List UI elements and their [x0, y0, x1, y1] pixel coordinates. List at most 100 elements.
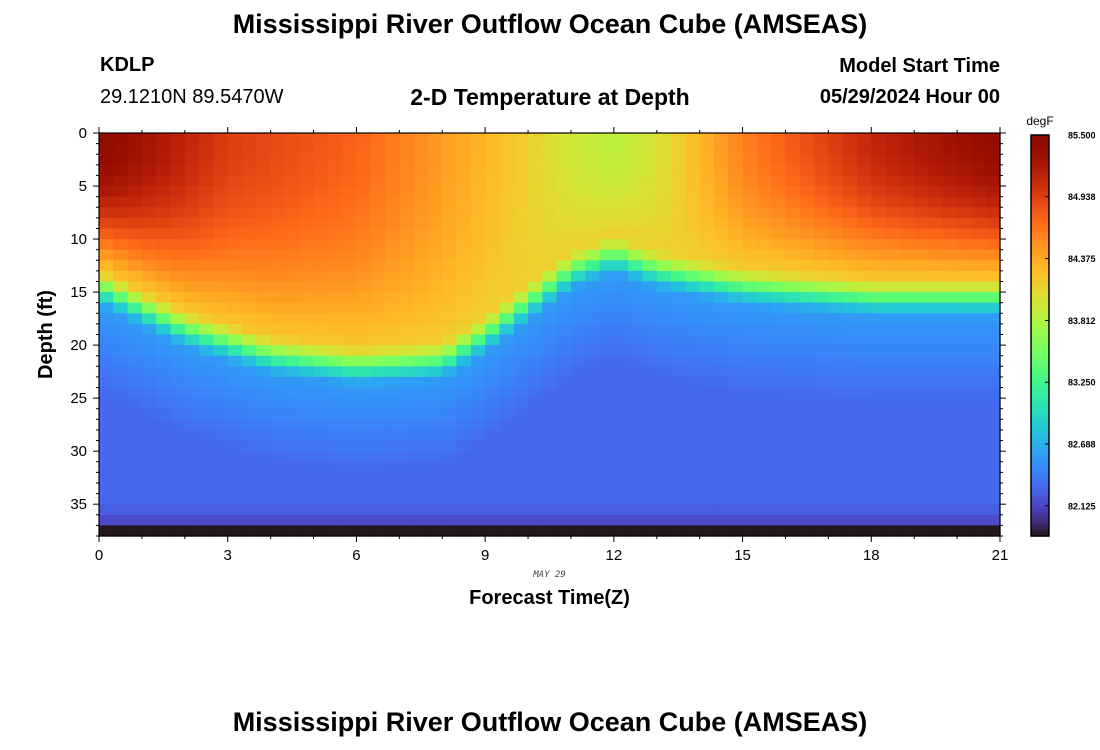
heatmap-cell [370, 270, 386, 283]
heatmap-cell [127, 514, 143, 526]
heatmap-cell [327, 376, 343, 389]
colorbar-segment [1031, 372, 1049, 377]
heatmap-cell [213, 387, 229, 399]
y-tick-label: 20 [70, 337, 87, 354]
heatmap-cell [942, 472, 958, 484]
heatmap-cell [756, 175, 772, 187]
colorbar-segment [1031, 522, 1049, 527]
heatmap-cell [785, 313, 801, 325]
heatmap-cell [327, 504, 343, 516]
heatmap-cell [284, 154, 300, 166]
heatmap-cell [99, 175, 114, 187]
heatmap-cell [242, 270, 257, 283]
heatmap-cell [856, 472, 872, 484]
heatmap-cell [342, 217, 358, 230]
heatmap-cell [742, 260, 758, 272]
heatmap-cell [613, 281, 629, 293]
heatmap-cell [628, 482, 644, 495]
heatmap-cell [771, 376, 787, 389]
heatmap-cell [528, 398, 543, 410]
heatmap-cell [413, 504, 429, 516]
heatmap-cell [356, 419, 372, 431]
heatmap-cell [342, 154, 358, 166]
heatmap-cell [799, 228, 815, 240]
heatmap-cell [885, 419, 901, 431]
heatmap-cell [871, 270, 887, 283]
colorbar-segment [1031, 238, 1049, 243]
heatmap-cell [156, 292, 172, 304]
heatmap-cell [442, 355, 458, 367]
heatmap-cell [885, 493, 901, 505]
heatmap-cell [113, 217, 129, 230]
heatmap-cell [899, 143, 915, 155]
heatmap-cell [556, 366, 572, 378]
heatmap-cell [485, 398, 501, 410]
heatmap-cell [785, 493, 801, 505]
heatmap-cell [184, 366, 200, 378]
heatmap-cell [671, 429, 686, 442]
colorbar-segment [1031, 161, 1049, 166]
heatmap-cell [942, 408, 958, 420]
heatmap-cell [199, 345, 215, 357]
heatmap-cell [957, 429, 972, 442]
heatmap-cell [356, 482, 372, 495]
heatmap-cell [284, 175, 300, 187]
heatmap-cell [156, 345, 172, 357]
heatmap-cell [213, 239, 229, 251]
heatmap-cell [914, 376, 930, 389]
heatmap-cell [799, 133, 815, 145]
heatmap-cell [299, 143, 315, 155]
y-tick-label: 25 [70, 390, 87, 407]
heatmap-cell [528, 207, 543, 219]
heatmap-cell [914, 313, 930, 325]
heatmap-cell [713, 398, 729, 410]
heatmap-cell [756, 345, 772, 357]
heatmap-cell [942, 525, 958, 537]
heatmap-cell [327, 366, 343, 378]
heatmap-cell [127, 323, 143, 336]
heatmap-cell [499, 292, 515, 304]
colorbar-segment [1031, 455, 1049, 460]
heatmap-cell [957, 345, 972, 357]
colorbar-segment [1031, 251, 1049, 256]
heatmap-cell [928, 376, 944, 389]
heatmap-cell [599, 514, 615, 526]
heatmap-cell [728, 355, 744, 367]
heatmap-cell [728, 281, 744, 293]
heatmap-cell [885, 408, 901, 420]
heatmap-cell [713, 482, 729, 495]
heatmap-cell [470, 270, 486, 283]
heatmap-cell [184, 376, 200, 389]
heatmap-cell [542, 270, 558, 283]
heatmap-cell [242, 334, 257, 346]
heatmap-cell [713, 239, 729, 251]
heatmap-cell [299, 440, 315, 452]
heatmap-cell [671, 196, 686, 208]
heatmap-cell [771, 249, 787, 261]
heatmap-cell [556, 451, 572, 463]
heatmap-cell [785, 133, 801, 145]
heatmap-cell [356, 164, 372, 177]
heatmap-cell [470, 217, 486, 230]
heatmap-cell [613, 175, 629, 187]
heatmap-cell [528, 514, 543, 526]
colorbar-segment [1031, 158, 1049, 163]
heatmap-cell [284, 366, 300, 378]
heatmap-cell [814, 408, 829, 420]
heatmap-cell [942, 249, 958, 261]
heatmap-cell [556, 493, 572, 505]
heatmap-cell [342, 525, 358, 537]
heatmap-cell [470, 345, 486, 357]
heatmap-cell [542, 133, 558, 145]
y-tick-label: 0 [79, 125, 87, 142]
heatmap-cell [542, 164, 558, 177]
heatmap-cell [127, 429, 143, 442]
heatmap-cell [585, 302, 601, 314]
heatmap-cell [814, 419, 829, 431]
heatmap-cell [485, 355, 501, 367]
heatmap-cell [113, 260, 129, 272]
heatmap-cell [785, 387, 801, 399]
colorbar-segment [1031, 305, 1049, 310]
heatmap-cell [113, 419, 129, 431]
heatmap-cell [742, 461, 758, 473]
